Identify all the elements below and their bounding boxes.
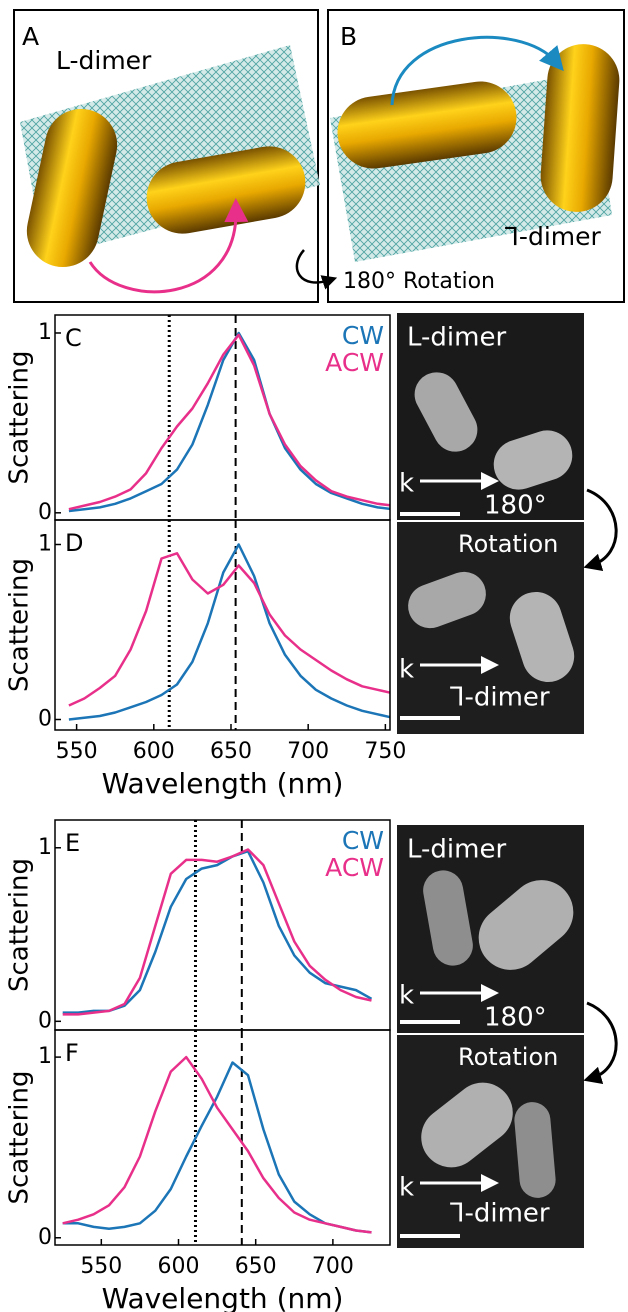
rotation-arrow xyxy=(88,198,249,294)
sem-set: L-dimer k 180° Rotation k ⅂-dimer xyxy=(397,313,618,734)
x-tick-label: 550 xyxy=(80,1254,122,1279)
y-axis-label: Scattering xyxy=(5,350,35,484)
spectrum-line xyxy=(62,1055,372,1234)
spectrum-line xyxy=(68,333,390,511)
x-tick-label: 550 xyxy=(56,739,98,764)
spectrum-line xyxy=(62,848,372,1016)
angle-label: 180° xyxy=(484,1003,547,1033)
spectrum-line xyxy=(68,543,390,721)
rotation-label: Rotation xyxy=(458,530,558,558)
x-tick-label: 700 xyxy=(287,739,329,764)
x-tick-label: 750 xyxy=(364,739,406,764)
nanorod xyxy=(478,880,574,970)
k-label: k xyxy=(399,1173,414,1203)
x-tick-label: 600 xyxy=(158,1254,200,1279)
legend-label: CW xyxy=(342,321,384,350)
x-tick-label: 600 xyxy=(133,739,175,764)
rotation-label: Rotation xyxy=(458,1043,558,1071)
y-axis-label: Scattering xyxy=(5,1070,35,1204)
x-tick-label: 700 xyxy=(312,1254,354,1279)
k-label: k xyxy=(399,981,414,1011)
plot-frame xyxy=(54,519,391,731)
x-axis-label: Wavelength (nm) xyxy=(102,1282,344,1312)
flip-arrow xyxy=(583,1001,618,1084)
gold-rod xyxy=(337,81,517,169)
panel-label: D xyxy=(65,529,83,557)
k-label: k xyxy=(399,469,414,499)
y-tick-label: 0 xyxy=(38,1225,52,1250)
gold-rod xyxy=(26,108,118,268)
x-axis-label: Wavelength (nm) xyxy=(102,767,344,800)
rotation-arrow xyxy=(390,35,564,106)
sem-title: L-dimer xyxy=(407,323,506,353)
legend-label: ACW xyxy=(325,853,384,882)
k-label: k xyxy=(399,655,414,685)
panel-label: E xyxy=(65,829,80,857)
y-tick-label: 0 xyxy=(38,1008,52,1033)
plot-frame xyxy=(54,314,391,521)
panel-title: L-dimer xyxy=(56,46,152,75)
y-tick-label: 1 xyxy=(38,320,52,345)
nanorod xyxy=(408,571,486,629)
y-tick-label: 0 xyxy=(38,500,52,525)
panel-title: ⅂-dimer xyxy=(505,222,601,251)
plot-frame xyxy=(54,819,391,1031)
y-axis-label: Scattering xyxy=(5,858,35,992)
rotation-label: 180° Rotation xyxy=(343,269,495,294)
nanorod xyxy=(423,870,473,966)
y-tick-label: 1 xyxy=(38,532,52,557)
sem-title: ⅂-dimer xyxy=(450,1199,550,1229)
nanorod xyxy=(509,591,575,683)
legend-label: ACW xyxy=(325,348,384,377)
sem-title: L-dimer xyxy=(407,835,506,865)
spectrum-line xyxy=(62,1061,372,1234)
panel-label: C xyxy=(65,324,82,352)
nanorod xyxy=(514,1102,556,1198)
flip-arrow xyxy=(583,488,618,571)
gold-rod xyxy=(540,44,620,212)
spectrum-line xyxy=(68,552,390,707)
nanorod xyxy=(493,430,573,490)
panel-label: B xyxy=(340,22,357,51)
plot-frame xyxy=(54,1029,391,1246)
sem-set: L-dimer k 180° Rotation k ⅂-dimer xyxy=(397,825,618,1248)
panel-b: B ⅂-dimer 180° Rotation xyxy=(295,9,625,303)
panel-label: A xyxy=(22,22,39,51)
gold-rod xyxy=(146,146,306,234)
x-tick-label: 650 xyxy=(235,1254,277,1279)
sem-title: ⅂-dimer xyxy=(450,683,550,713)
y-axis-label: Scattering xyxy=(5,558,35,692)
y-tick-label: 0 xyxy=(38,707,52,732)
legend-label: CW xyxy=(342,826,384,855)
nanorod xyxy=(421,1082,513,1168)
angle-label: 180° xyxy=(484,491,547,521)
y-tick-label: 1 xyxy=(38,835,52,860)
x-tick-label: 650 xyxy=(210,739,252,764)
panel-a: A L-dimer xyxy=(13,9,320,303)
panel-label: F xyxy=(65,1039,79,1067)
nanorod xyxy=(414,372,478,452)
flip-arrow xyxy=(295,249,338,290)
y-tick-label: 1 xyxy=(38,1044,52,1069)
